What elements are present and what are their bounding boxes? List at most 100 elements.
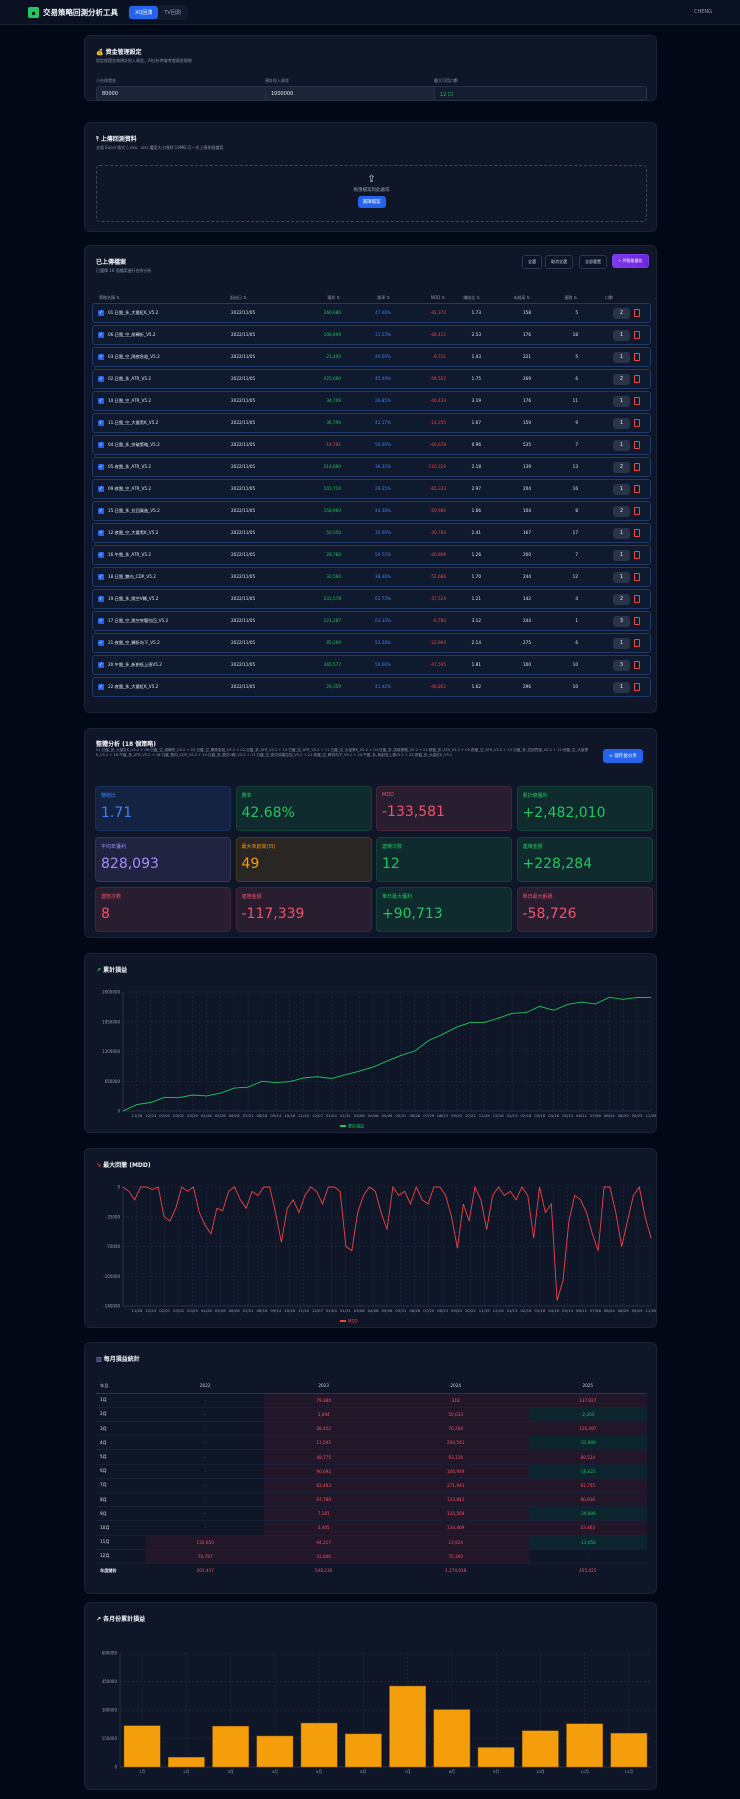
ai-optimize-label: AI智能優化 <box>622 258 643 263</box>
row-checkbox[interactable]: ✓ <box>98 332 104 338</box>
column-header[interactable]: 連敗 ⇅ <box>564 295 577 300</box>
row-checkbox[interactable]: ✓ <box>98 464 104 470</box>
trash-icon[interactable] <box>634 661 640 669</box>
row-checkbox[interactable]: ✓ <box>98 442 104 448</box>
lots-input[interactable]: 1 <box>613 682 630 693</box>
start-date: 2022/11/05 <box>231 596 256 601</box>
lots-input[interactable]: 2 <box>613 594 630 605</box>
cumulative-title-text: 累計損益 <box>103 967 128 974</box>
ai-optimize-button[interactable]: ✧ AI智能優化 <box>612 254 649 268</box>
lots-input[interactable]: 1 <box>613 528 630 539</box>
column-header[interactable]: 獲利 ⇅ <box>327 295 340 300</box>
column-header[interactable]: 起始日 ⇅ <box>230 295 247 300</box>
bar <box>522 1730 559 1768</box>
lots-input[interactable]: 3 <box>613 660 630 671</box>
lots-input[interactable]: 2 <box>613 374 630 385</box>
lots-input[interactable]: 2 <box>613 462 630 473</box>
column-header[interactable]: 策略名稱 ⇅ <box>99 295 120 300</box>
row-checkbox[interactable]: ✓ <box>98 552 104 558</box>
trash-icon[interactable] <box>634 683 640 691</box>
column-header[interactable]: MDD ⇅ <box>430 295 445 300</box>
profit: 365,577 <box>323 662 341 667</box>
trash-icon[interactable] <box>634 507 640 515</box>
tab-xq[interactable]: XQ回測 <box>129 5 159 19</box>
user-name[interactable]: CHENG <box>693 9 712 15</box>
data-point <box>219 1092 221 1094</box>
trash-icon[interactable] <box>634 419 640 427</box>
trash-icon[interactable] <box>634 617 640 625</box>
trash-icon[interactable] <box>634 441 640 449</box>
lots-input[interactable]: 1 <box>613 418 630 429</box>
save-share-button[interactable]: ⋖ 儲存並分享 <box>603 749 643 763</box>
row-checkbox[interactable]: ✓ <box>98 420 104 426</box>
tab-tv[interactable]: TV回測 <box>164 9 181 16</box>
trash-icon[interactable] <box>634 463 640 471</box>
trash-icon[interactable] <box>634 551 640 559</box>
margin-input[interactable]: 80000 <box>96 86 309 101</box>
row-checkbox[interactable]: ✓ <box>98 662 104 668</box>
column-header[interactable]: 賺賠比 ⇅ <box>463 295 480 300</box>
analysis-strategies: 01.日盤_多_大量紅K_V5.2 + 06.日盤_空_前轉折_V5.2 + 0… <box>96 748 589 757</box>
yearly-total: 455,425 <box>528 1562 647 1578</box>
losing-streak: 4 <box>575 596 578 601</box>
stat-value: 42.68% <box>241 805 295 821</box>
x-tick-label: 03/02 <box>173 1308 185 1313</box>
mdd: -46,802 <box>429 684 446 689</box>
lots-input[interactable]: 1 <box>613 396 630 407</box>
column-header[interactable]: 勝率 ⇅ <box>377 295 390 300</box>
row-checkbox[interactable]: ✓ <box>98 398 104 404</box>
trash-icon[interactable] <box>634 331 640 339</box>
mdd: -40,906 <box>429 552 446 557</box>
lots-input[interactable]: 1 <box>613 484 630 495</box>
lots-input[interactable]: 1 <box>613 330 630 341</box>
row-checkbox[interactable]: ✓ <box>98 376 104 382</box>
row-checkbox[interactable]: ✓ <box>98 508 104 514</box>
trash-icon[interactable] <box>634 375 640 383</box>
column-header[interactable]: 未創高 ⇅ <box>513 295 530 300</box>
choose-file-button[interactable]: 選擇檔案 <box>357 196 386 208</box>
lots-input[interactable]: 1 <box>613 638 630 649</box>
data-point <box>416 1186 417 1188</box>
file-drop-zone[interactable]: ⇪ 拖曳檔案到此處或 選擇檔案 <box>96 165 647 222</box>
reset-all-button[interactable]: 全部重置 <box>579 255 607 269</box>
lots-input[interactable]: 1 <box>613 550 630 561</box>
row-checkbox[interactable]: ✓ <box>98 486 104 492</box>
x-tick-label: 12/23 <box>145 1113 157 1118</box>
strategy-name: 01.日盤_多_大量紅K_V5.2 <box>108 310 159 315</box>
lots-input[interactable]: 2 <box>613 308 630 319</box>
bar <box>610 1732 648 1768</box>
trash-icon[interactable] <box>634 309 640 317</box>
data-point <box>470 1022 471 1023</box>
lots-input[interactable]: 1 <box>613 440 630 451</box>
trash-icon[interactable] <box>634 573 640 581</box>
column-header: 口數 <box>605 295 613 300</box>
trash-icon[interactable] <box>634 485 640 493</box>
select-all-button[interactable]: 全選 <box>522 255 542 269</box>
app-logo-icon <box>28 6 39 18</box>
row-checkbox[interactable]: ✓ <box>98 574 104 580</box>
trash-icon[interactable] <box>634 595 640 603</box>
y-tick-label: -140000 <box>103 1304 120 1309</box>
trash-icon[interactable] <box>634 397 640 405</box>
trash-icon[interactable] <box>634 639 640 647</box>
days-no-new-high: 176 <box>523 398 531 403</box>
row-checkbox[interactable]: ✓ <box>98 618 104 624</box>
data-point <box>525 1012 527 1013</box>
monthly-value: 204,541 <box>382 1435 529 1451</box>
row-checkbox[interactable]: ✓ <box>98 310 104 316</box>
lots-input[interactable]: 1 <box>613 572 630 583</box>
row-checkbox[interactable]: ✓ <box>98 596 104 602</box>
row-checkbox[interactable]: ✓ <box>98 354 104 360</box>
lots-input[interactable]: 1 <box>613 352 630 363</box>
row-checkbox[interactable]: ✓ <box>98 640 104 646</box>
monthly-value: 79,380 <box>264 1393 383 1408</box>
trash-icon[interactable] <box>634 353 640 361</box>
row-checkbox[interactable]: ✓ <box>98 684 104 690</box>
row-checkbox[interactable]: ✓ <box>98 530 104 536</box>
trash-icon[interactable] <box>634 529 640 537</box>
deselect-all-button[interactable]: 取消全選 <box>545 255 573 269</box>
losing-streak: 13 <box>572 464 578 469</box>
lots-input[interactable]: 2 <box>613 506 630 517</box>
data-point <box>398 1195 400 1196</box>
lots-input[interactable]: 3 <box>613 616 630 627</box>
